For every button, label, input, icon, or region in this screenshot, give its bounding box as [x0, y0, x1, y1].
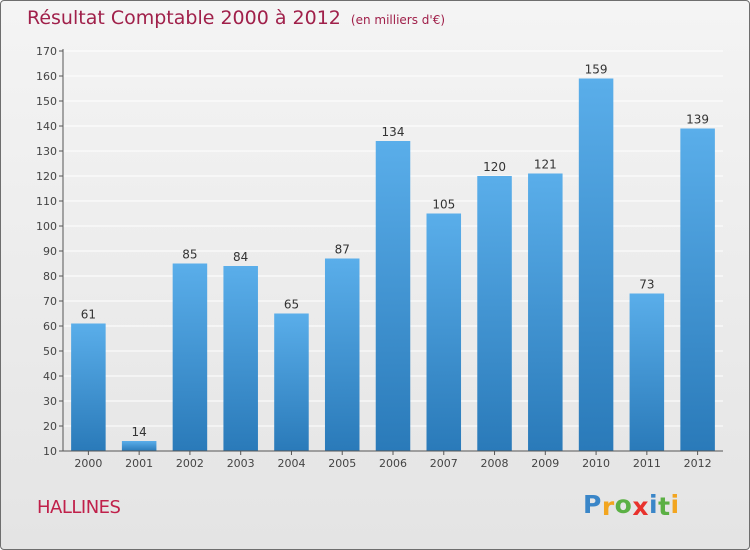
logo-letter: o [614, 490, 633, 519]
y-tick-label: 160 [36, 70, 57, 83]
data-label-2000: 61 [81, 308, 96, 322]
x-tick-label: 2009 [531, 457, 559, 470]
bar-2006 [375, 141, 411, 451]
y-tick-label: 150 [36, 95, 57, 108]
bar-2003 [223, 266, 258, 451]
data-label-2012: 139 [686, 113, 709, 127]
y-tick-label: 140 [36, 120, 57, 133]
data-labels: 61 14 85 84 65 87 134 105 120 121 159 73 139 [81, 63, 709, 440]
x-tick-label: 2001 [125, 457, 153, 470]
bar-2010 [578, 78, 614, 451]
data-label-2009: 121 [534, 158, 557, 172]
x-tick-label: 2012 [684, 457, 712, 470]
x-tick-label: 2004 [277, 457, 305, 470]
y-tick-label: 110 [36, 195, 57, 208]
logo-letter: t [658, 492, 671, 521]
x-tick-label: 2011 [633, 457, 661, 470]
x-tick-label: 2008 [481, 457, 509, 470]
x-tick-label: 2005 [328, 457, 356, 470]
logo-letter: i [670, 490, 680, 519]
data-label-2003: 84 [233, 250, 248, 264]
bar-2001 [121, 441, 157, 451]
data-label-2002: 85 [182, 248, 197, 262]
y-tick-label: 80 [43, 270, 57, 283]
commune-name: HALLINES [37, 497, 121, 518]
bar-2012 [680, 128, 715, 451]
bars [71, 78, 715, 451]
logo-letter: i [649, 490, 659, 519]
y-tick-label: 100 [36, 220, 57, 233]
chart-title-text: Résultat Comptable 2000 à 2012 [27, 7, 341, 29]
data-label-2001: 14 [132, 425, 147, 439]
data-label-2011: 73 [639, 278, 654, 292]
y-tick-label: 90 [43, 245, 57, 258]
y-tick-label: 60 [43, 320, 57, 333]
proxiti-logo: Proxiti [583, 490, 680, 521]
bar-2005 [324, 258, 360, 451]
bar-2002 [172, 263, 208, 451]
bar-2011 [629, 293, 665, 451]
bar-2009 [528, 173, 563, 451]
x-tick-label: 2003 [227, 457, 255, 470]
logo-letter: r [601, 492, 615, 521]
x-tick-label: 2006 [379, 457, 407, 470]
data-label-2006: 134 [382, 125, 405, 139]
x-tick-label: 2000 [74, 457, 102, 470]
y-tick-label: 130 [36, 145, 57, 158]
data-label-2005: 87 [335, 243, 350, 257]
y-tick-label: 170 [36, 45, 57, 58]
y-tick-label: 10 [43, 445, 57, 458]
chart-title: Résultat Comptable 2000 à 2012 (en millie… [27, 7, 445, 29]
y-tick-label: 120 [36, 170, 57, 183]
y-tick-label: 50 [43, 345, 57, 358]
bar-2008 [477, 176, 512, 451]
chart-subtitle: (en milliers d'€) [350, 13, 446, 27]
axes: 10 20 30 40 50 60 70 80 90 100 110 120 130 140 150 160 1… [36, 45, 723, 470]
y-tick-label: 20 [43, 420, 57, 433]
data-label-2007: 105 [432, 198, 455, 212]
bar-2000 [71, 323, 106, 451]
x-tick-label: 2007 [430, 457, 458, 470]
bar-2007 [426, 213, 462, 451]
logo-letter: P [583, 490, 602, 519]
y-tick-label: 30 [43, 395, 57, 408]
data-label-2008: 120 [483, 160, 506, 174]
data-label-2010: 159 [585, 63, 608, 77]
bar-2004 [274, 313, 309, 451]
x-tick-label: 2002 [176, 457, 204, 470]
y-tick-label: 70 [43, 295, 57, 308]
data-label-2004: 65 [284, 298, 299, 312]
y-tick-label: 40 [43, 370, 57, 383]
x-tick-label: 2010 [582, 457, 610, 470]
logo-letter: x [632, 492, 649, 521]
